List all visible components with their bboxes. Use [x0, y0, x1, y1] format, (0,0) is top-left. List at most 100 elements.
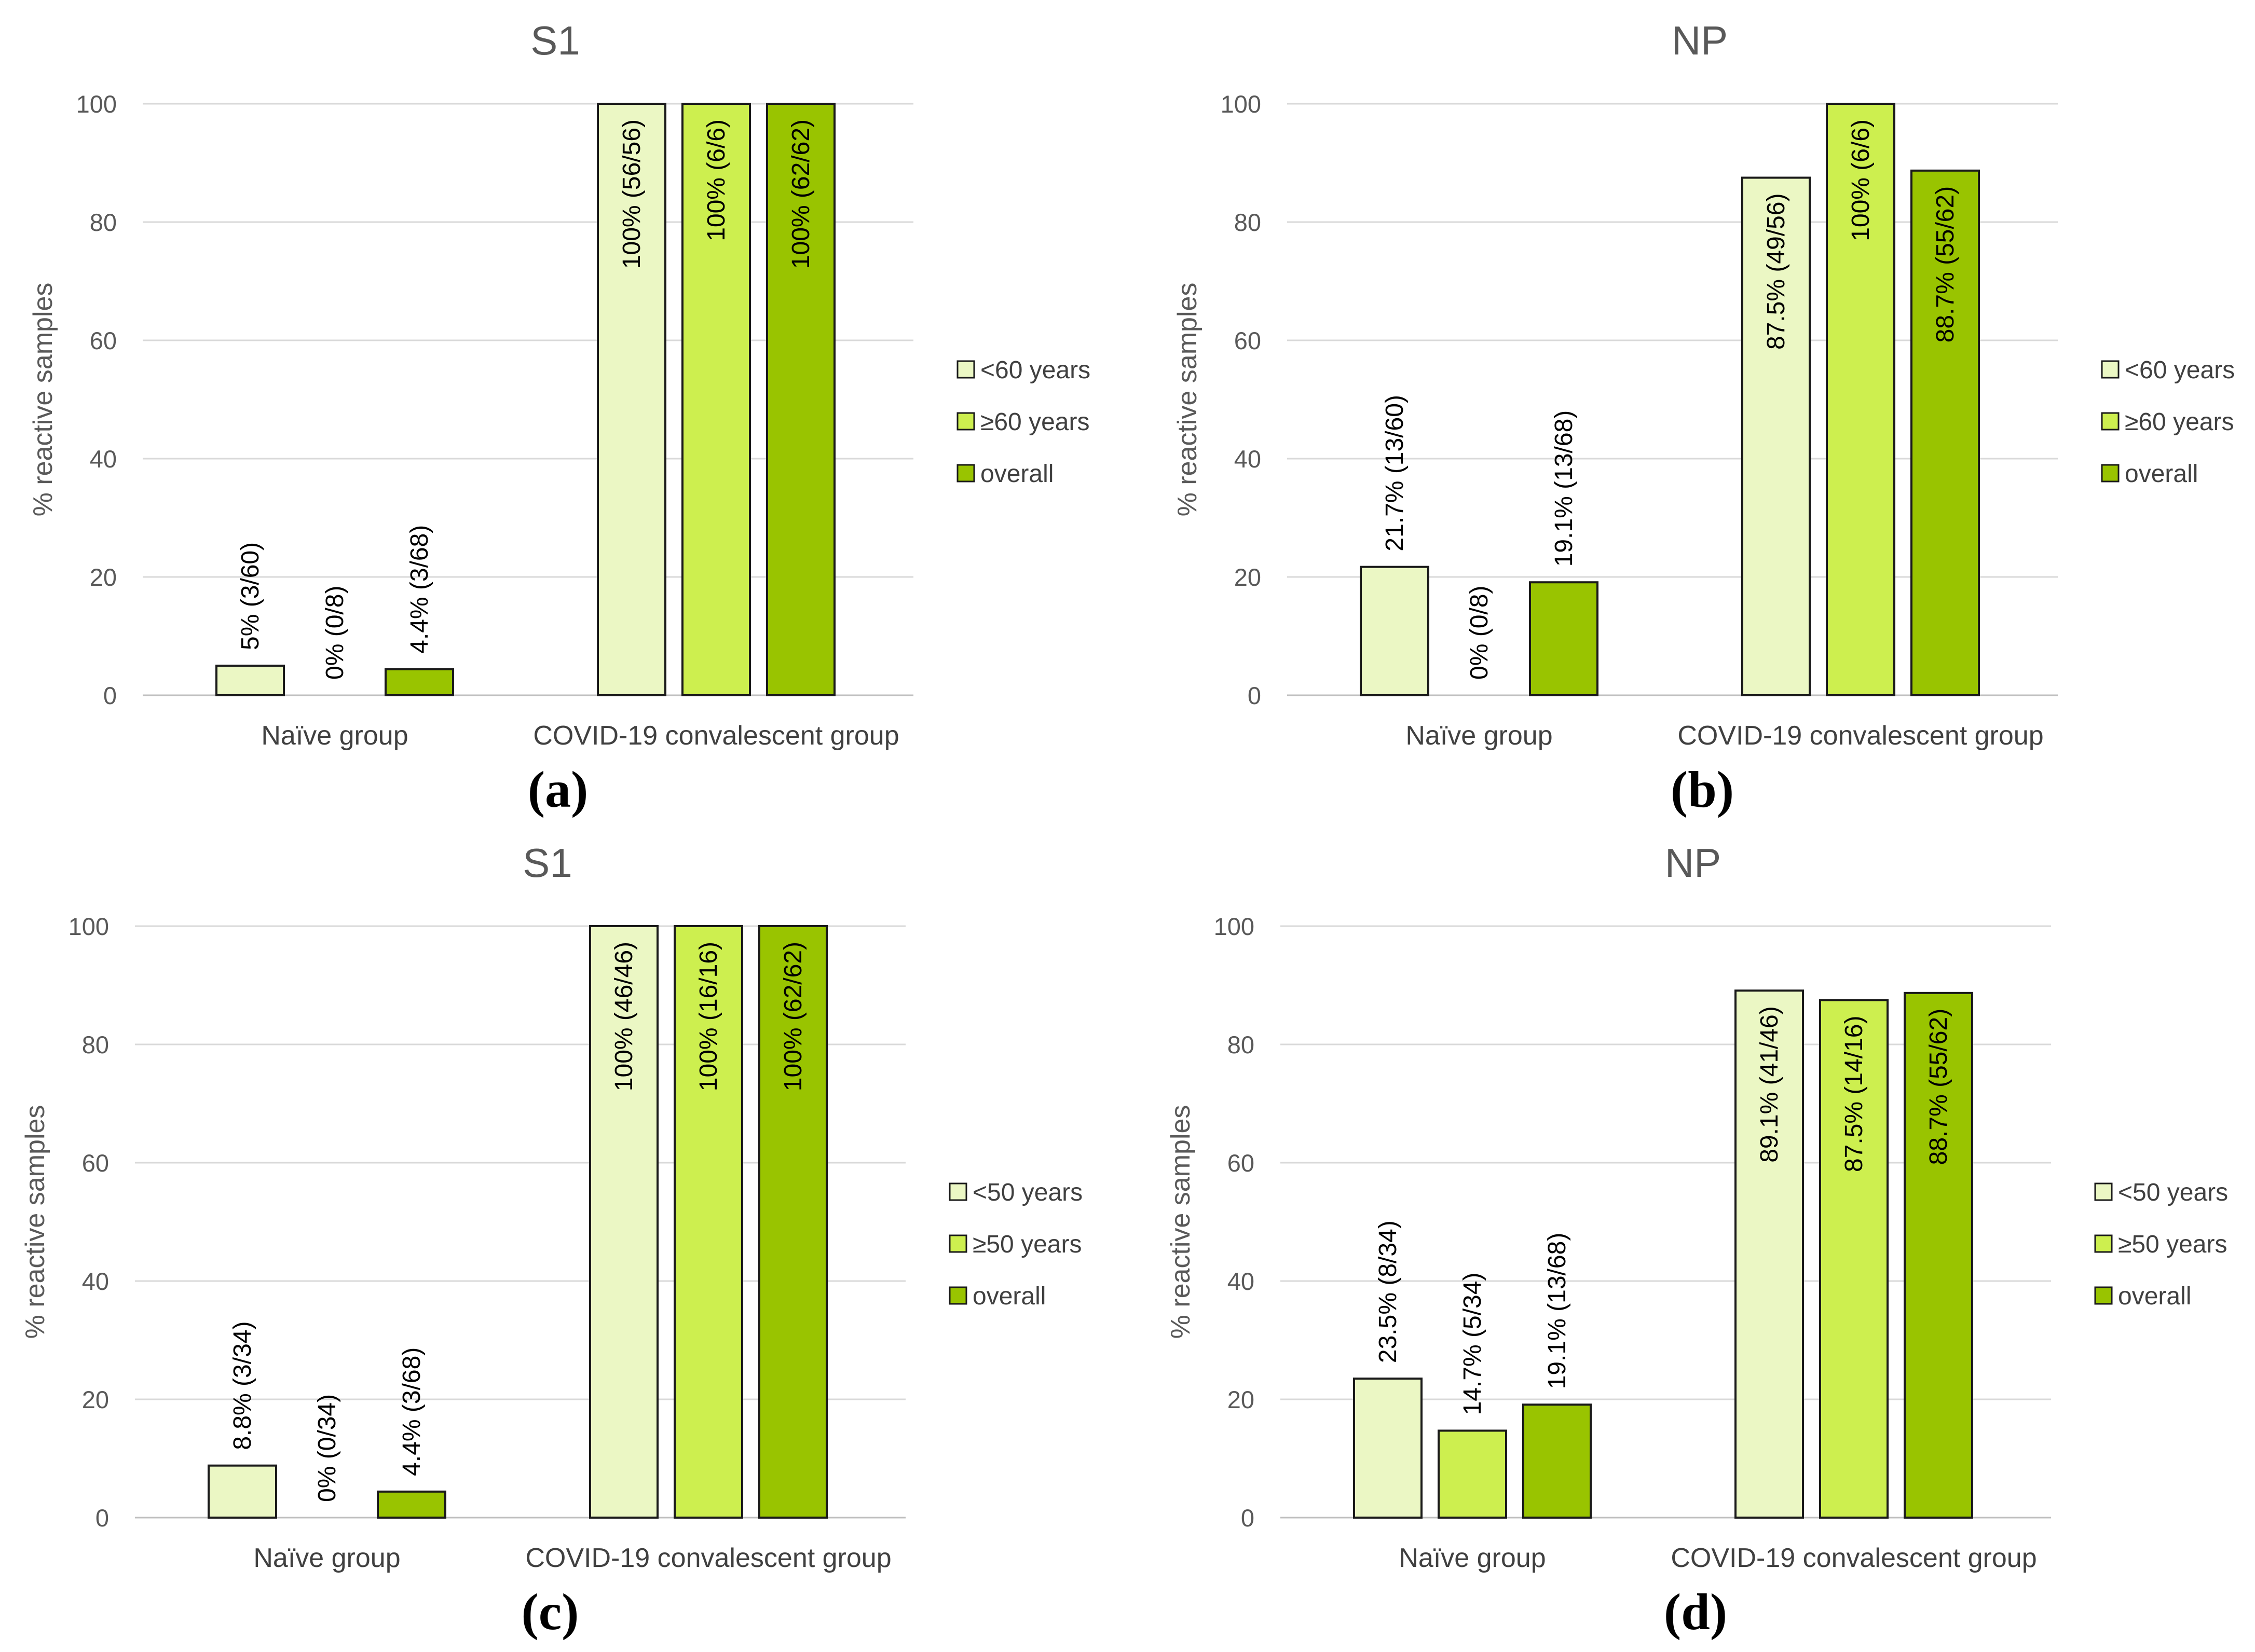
bar	[1438, 1429, 1507, 1519]
chart-panel-c: S1 0 20 40 60 80 100 % reactive samples Naïve gr…	[20, 840, 1083, 1641]
data-label: 100% (62/62)	[787, 119, 815, 269]
category-label: Naïve group	[1399, 1543, 1546, 1573]
y-tick-label: 60	[82, 1149, 109, 1177]
bar	[1353, 1378, 1423, 1519]
legend-swatch	[2094, 1286, 2113, 1305]
data-label: 4.4% (3/68)	[406, 525, 433, 654]
bar	[215, 665, 285, 696]
bar	[1741, 176, 1811, 696]
bar	[681, 103, 751, 696]
category-label: COVID-19 convalescent group	[1677, 721, 2043, 751]
panel-label: (a)	[528, 761, 589, 818]
legend-swatch	[2101, 360, 2120, 379]
data-label: 0% (0/34)	[313, 1394, 341, 1502]
data-label: 88.7% (55/62)	[1925, 1009, 1952, 1165]
chart-title: S1	[523, 840, 572, 886]
y-tick-label: 20	[82, 1386, 109, 1413]
y-tick-label: 100	[76, 90, 117, 118]
data-label: 87.5% (14/16)	[1840, 1016, 1868, 1173]
legend-label: ≥50 years	[2118, 1231, 2227, 1258]
y-tick-label: 40	[90, 445, 117, 473]
legend-swatch	[2094, 1234, 2113, 1253]
panel-label: (c)	[522, 1583, 579, 1641]
y-tick-label: 40	[1234, 445, 1261, 473]
bar	[758, 925, 828, 1519]
y-tick-label: 40	[1227, 1268, 1254, 1295]
data-label: 21.7% (13/60)	[1381, 395, 1409, 552]
chart-panel-b: NP 0 20 40 60 80 100 % reactive samples Naïve gr…	[1172, 18, 2235, 818]
data-label: 14.7% (5/34)	[1459, 1273, 1486, 1415]
data-label: 87.5% (49/56)	[1762, 194, 1790, 350]
data-label: 100% (16/16)	[695, 942, 722, 1091]
data-label: 23.5% (8/34)	[1374, 1220, 1402, 1363]
data-label: 19.1% (13/68)	[1550, 410, 1578, 567]
y-tick-label: 20	[90, 563, 117, 591]
legend-label: ≥60 years	[980, 408, 1089, 436]
y-tick-label: 60	[1227, 1149, 1254, 1177]
legend-label: ≥60 years	[2125, 408, 2234, 436]
legend-label: ≥50 years	[973, 1231, 1082, 1258]
data-label: 100% (46/46)	[610, 942, 638, 1091]
bar	[1360, 566, 1429, 696]
panel-label: (d)	[1664, 1583, 1727, 1641]
data-label: 4.4% (3/68)	[398, 1347, 426, 1476]
legend-label: overall	[2118, 1283, 2191, 1310]
legend-swatch	[949, 1234, 967, 1253]
data-label: 89.1% (41/46)	[1756, 1006, 1783, 1163]
bar	[1904, 992, 1973, 1519]
data-label: 0% (0/8)	[1466, 586, 1493, 680]
data-label: 5% (3/60)	[237, 542, 264, 650]
legend-swatch	[956, 464, 975, 483]
bar	[674, 925, 743, 1519]
legend-swatch	[949, 1182, 967, 1201]
y-tick-label: 100	[69, 913, 109, 940]
panel-label: (b)	[1671, 761, 1734, 818]
y-tick-label: 0	[1241, 1504, 1254, 1532]
chart-title: NP	[1665, 840, 1721, 886]
bar	[766, 103, 836, 696]
y-tick-label: 80	[90, 209, 117, 236]
legend-swatch	[949, 1286, 967, 1305]
bar	[385, 668, 454, 696]
legend-label: <60 years	[980, 356, 1090, 384]
legend-swatch	[2094, 1182, 2113, 1201]
y-tick-label: 60	[1234, 327, 1261, 354]
y-tick-label: 100	[1214, 913, 1254, 940]
category-label: Naïve group	[261, 721, 408, 751]
chart-panel-d: NP 0 20 40 60 80 100 % reactive samples Naïve gr…	[1166, 840, 2228, 1641]
data-label: 8.8% (3/34)	[229, 1321, 256, 1450]
bar	[597, 103, 666, 696]
y-tick-label: 80	[1227, 1031, 1254, 1058]
legend-label: overall	[980, 460, 1054, 488]
data-label: 100% (6/6)	[1847, 119, 1875, 241]
bar	[1819, 999, 1889, 1519]
legend-label: <60 years	[2125, 356, 2235, 384]
y-tick-label: 0	[1248, 682, 1261, 709]
y-tick-label: 100	[1221, 90, 1261, 118]
legend-swatch	[2101, 464, 2120, 483]
category-label: COVID-19 convalescent group	[1671, 1543, 2037, 1573]
bar	[1522, 1403, 1592, 1519]
legend-label: <50 years	[973, 1179, 1083, 1206]
legend-label: overall	[973, 1283, 1046, 1310]
chart-title: S1	[530, 18, 580, 63]
data-label: 0% (0/8)	[321, 586, 349, 680]
y-tick-label: 40	[82, 1268, 109, 1295]
legend-label: overall	[2125, 460, 2198, 488]
category-label: Naïve group	[1405, 721, 1552, 751]
category-label: COVID-19 convalescent group	[525, 1543, 891, 1573]
bar	[208, 1464, 277, 1519]
y-tick-label: 80	[82, 1031, 109, 1058]
bar	[1529, 581, 1598, 697]
data-label: 100% (6/6)	[703, 119, 730, 241]
y-axis-label: % reactive samples	[1166, 1105, 1196, 1339]
data-label: 19.1% (13/68)	[1543, 1233, 1571, 1389]
y-tick-label: 20	[1227, 1386, 1254, 1413]
chart-title: NP	[1672, 18, 1728, 63]
bar	[589, 925, 659, 1519]
y-axis-label: % reactive samples	[1172, 283, 1202, 517]
y-tick-label: 60	[90, 327, 117, 354]
bar	[377, 1490, 446, 1519]
chart-panel-a: S1 0 20 40 60 80 100 % reactive samples Naïve gr…	[28, 18, 1090, 818]
